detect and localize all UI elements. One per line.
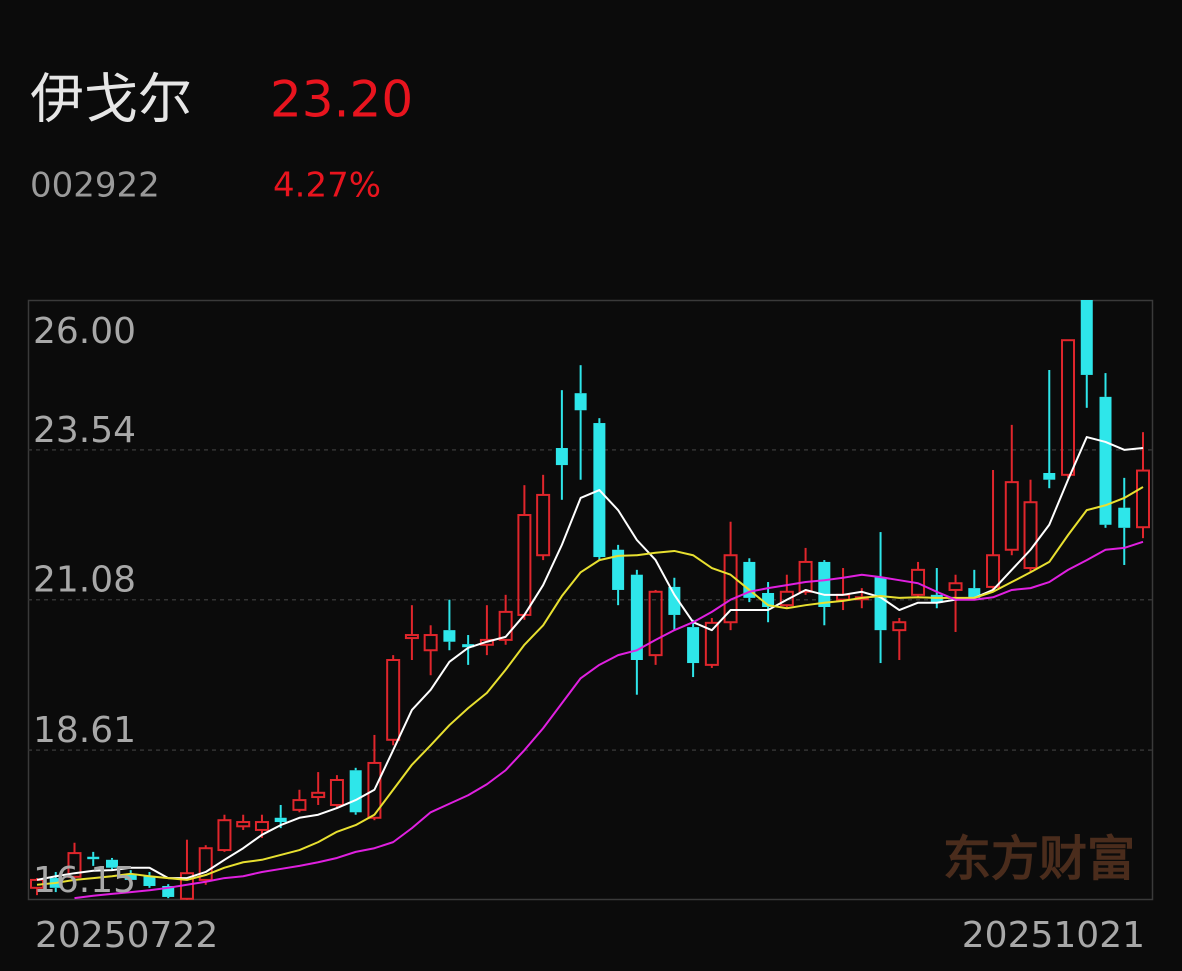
candle-body (1023, 501, 1038, 570)
candle-body (404, 634, 419, 640)
average-line (36, 486, 1144, 886)
candle-body (968, 588, 981, 598)
x-tick-label: 20250722 (35, 915, 218, 956)
y-tick-label: 16.15 (33, 860, 136, 901)
y-tick-label: 18.61 (33, 710, 136, 751)
stock-name: 伊戈尔 (30, 68, 192, 131)
candle-body (1004, 481, 1019, 551)
candle-body (704, 621, 719, 666)
candle-body (1061, 339, 1076, 476)
candle-body (87, 856, 100, 860)
candle-body (479, 638, 494, 646)
candle-body (892, 621, 907, 632)
candle-body (462, 644, 475, 648)
candle-body (1043, 472, 1056, 480)
candle-body (162, 885, 175, 897)
candle-body (423, 634, 438, 652)
candle-body (143, 876, 156, 886)
candle-body (311, 791, 326, 799)
candle-body (687, 627, 700, 664)
candle-body (386, 659, 401, 741)
candle-body (798, 560, 813, 593)
candle-body (124, 873, 137, 880)
candle-body (1099, 396, 1112, 525)
candle-body (292, 799, 307, 811)
watermark: 东方财富 (943, 831, 1135, 887)
average-line (74, 540, 1144, 900)
candle-body (498, 610, 513, 641)
candle-body (367, 761, 382, 819)
candle-body (1136, 469, 1150, 529)
candle-body (1118, 507, 1131, 528)
candle-body (612, 549, 625, 590)
candle-body (274, 817, 287, 823)
y-tick-label: 26.00 (33, 311, 136, 352)
candle-body (349, 770, 362, 813)
stock-code: 002922 (30, 166, 160, 206)
candle-body (217, 819, 232, 852)
candle-body (236, 821, 251, 828)
candle-body (986, 554, 1001, 588)
candle-body (555, 448, 568, 466)
candle-body (648, 590, 663, 657)
candle-body (1080, 300, 1093, 375)
candle-body (630, 574, 643, 660)
candle-body (574, 393, 587, 411)
candle-body (948, 582, 963, 591)
candle-body (536, 493, 551, 557)
x-tick-label: 20251021 (962, 915, 1145, 956)
candle-body (874, 577, 887, 631)
candle-body (329, 779, 344, 806)
candle-body (198, 847, 213, 881)
candle-body (67, 852, 82, 878)
price-change: 4.27% (273, 166, 381, 206)
candle-body (105, 859, 118, 868)
candle-body (723, 554, 738, 624)
candle-body (818, 561, 831, 608)
stock-price: 23.20 (270, 71, 413, 129)
candle-body (743, 561, 756, 598)
plot (30, 300, 1150, 900)
candle-body (443, 630, 456, 642)
candle-body (779, 590, 794, 607)
candle-body (254, 821, 269, 831)
y-tick-label: 23.54 (33, 410, 136, 451)
y-tick-label: 21.08 (33, 560, 136, 601)
labels: 26.00 23.54 21.08 18.61 16.15 20250722 2025102… (33, 311, 1145, 956)
candle-body (668, 586, 681, 615)
